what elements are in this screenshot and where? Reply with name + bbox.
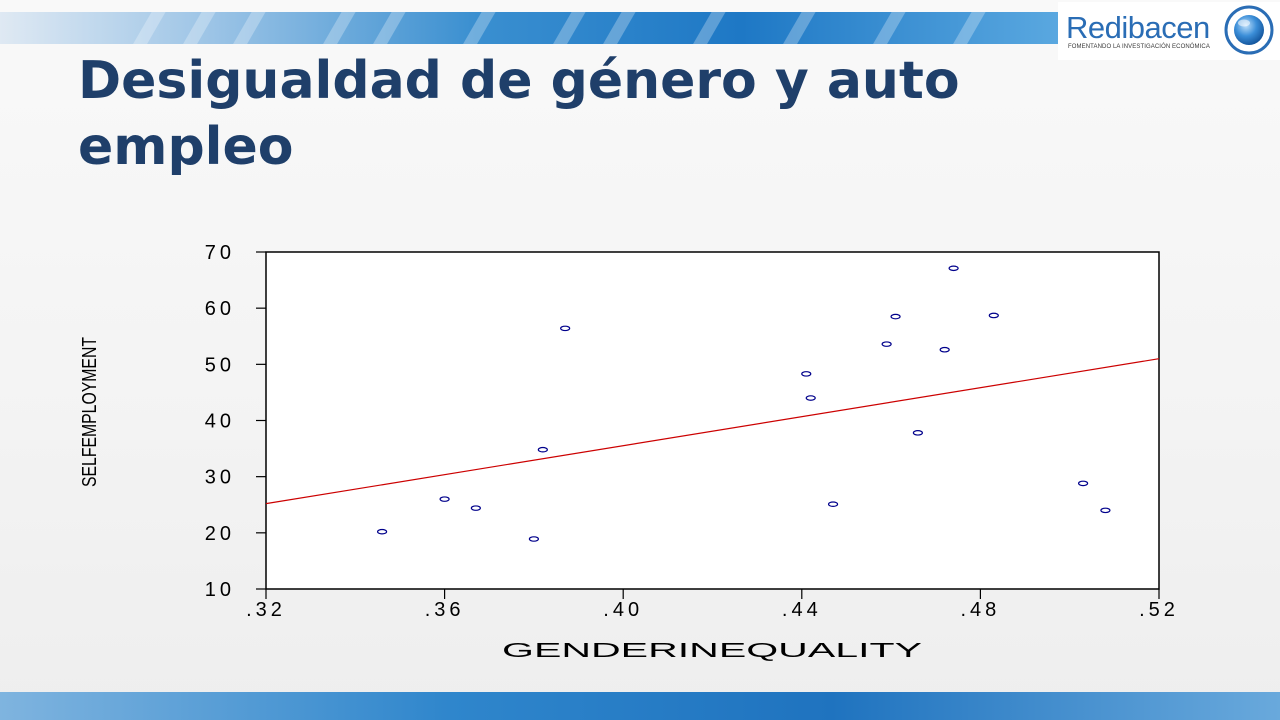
x-tick-label: .48 — [960, 599, 1000, 621]
scatter-point — [470, 505, 481, 511]
logo-name: Redibacen — [1066, 10, 1210, 45]
scatter-point — [1077, 480, 1089, 487]
x-tick-label: .52 — [1139, 599, 1179, 621]
scatter-point — [560, 325, 571, 332]
scatter-point — [988, 312, 999, 319]
scatter-point — [827, 501, 839, 507]
scatter-point — [939, 346, 950, 353]
scatter-point — [948, 265, 959, 272]
scatter-point — [528, 536, 540, 542]
x-axis-title: GENDERINEQUALITY — [502, 640, 922, 662]
y-tick-label: 20 — [205, 523, 235, 545]
scatter-point — [801, 371, 812, 377]
y-tick-label: 40 — [205, 411, 235, 433]
slide-title: Desigualdad de género y auto empleo — [78, 51, 960, 177]
scatter-point — [376, 528, 388, 535]
footer-band — [0, 692, 1280, 720]
x-tick-label: .44 — [782, 599, 822, 621]
y-tick-label: 60 — [205, 298, 235, 320]
scatter-point — [912, 430, 923, 436]
y-tick-label: 10 — [205, 579, 235, 601]
scatter-point — [805, 395, 816, 401]
scatter-point — [881, 341, 892, 347]
x-tick-label: .40 — [603, 599, 643, 621]
y-tick-label: 30 — [205, 467, 235, 489]
x-tick-label: .36 — [425, 599, 465, 621]
x-axis: .32 .36 .40 .44 .48 .52 — [246, 589, 1179, 621]
scatter-point — [1100, 507, 1111, 514]
y-axis: 70 60 50 40 30 20 10 — [205, 242, 266, 601]
y-tick-label: 50 — [205, 354, 235, 376]
scatter-point — [890, 313, 901, 320]
y-axis-title: SELFEMPLOYMENT — [79, 337, 101, 487]
redibacen-logo: Redibacen FOMENTANDO LA INVESTIGACIÓN EC… — [1058, 2, 1280, 60]
globe-icon — [1224, 5, 1274, 55]
regression-line — [265, 358, 1160, 505]
y-tick-label: 70 — [205, 242, 235, 264]
plot-area — [265, 251, 1160, 590]
logo-tagline: FOMENTANDO LA INVESTIGACIÓN ECONÓMICA — [1068, 44, 1210, 50]
chart-marks — [265, 265, 1160, 542]
header-band — [0, 12, 1060, 44]
scatter-point — [537, 446, 548, 453]
scatter-point — [439, 496, 450, 502]
x-tick-label: .32 — [246, 599, 286, 621]
